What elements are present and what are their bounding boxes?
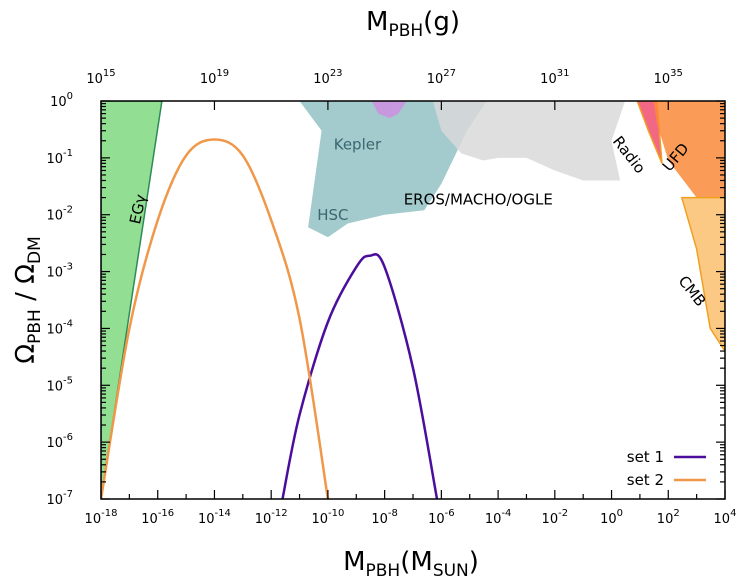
y-tick-label: 10-6 bbox=[46, 432, 73, 451]
x-title-open: ( bbox=[400, 547, 410, 577]
region-ufd bbox=[653, 101, 725, 198]
y-tick-label: 10-7 bbox=[46, 489, 73, 508]
y-title-sub1: PBH bbox=[25, 309, 45, 344]
x2-tick-label: 1023 bbox=[313, 68, 342, 87]
x2-title-base: M bbox=[366, 7, 388, 37]
region-label-kepler: Kepler bbox=[334, 136, 382, 154]
axis-tick-labels: 10-18 10-16 10-14 10-12 10-10 10-8 10-6 10-4 10-… bbox=[46, 68, 736, 527]
x2-axis-title: MPBH(g) bbox=[366, 7, 460, 41]
y-title-base1: Ω bbox=[11, 344, 41, 364]
region-label-hsc: HSC bbox=[317, 206, 348, 224]
x-title-unit-sub: SUN bbox=[433, 561, 469, 581]
region-label-eg: EGγ bbox=[126, 193, 150, 226]
series-line-set-1 bbox=[281, 253, 439, 499]
region-eros-macho-ogle bbox=[432, 101, 626, 181]
x-tick-label: 10-14 bbox=[198, 508, 231, 527]
y-title-base2: Ω bbox=[11, 264, 41, 284]
y-tick-label: 100 bbox=[50, 91, 73, 110]
x2-title-unit: (g) bbox=[423, 7, 460, 37]
region-kepler bbox=[371, 101, 407, 119]
y-tick-label: 10-4 bbox=[46, 318, 73, 337]
x2-title-sub: PBH bbox=[388, 21, 423, 41]
y-axis-title: ΩPBH / ΩDM bbox=[11, 236, 45, 364]
y-tick-label: 10-2 bbox=[46, 205, 73, 224]
x2-tick-label: 1015 bbox=[86, 68, 115, 87]
x-title-sub: PBH bbox=[366, 561, 401, 581]
x-tick-label: 10-16 bbox=[141, 508, 174, 527]
region-cmb bbox=[680, 196, 725, 353]
x-tick-label: 10-18 bbox=[85, 508, 118, 527]
data-series bbox=[101, 138, 439, 499]
x-title-close: ) bbox=[469, 547, 479, 577]
x-title-base: M bbox=[343, 547, 365, 577]
x-title-unit-base: M bbox=[410, 547, 432, 577]
series-line-set-2 bbox=[101, 138, 330, 499]
legend: set 1 set 2 bbox=[627, 448, 706, 489]
x-tick-label: 10-10 bbox=[311, 508, 344, 527]
x2-tick-label: 1035 bbox=[654, 68, 683, 87]
x2-tick-label: 1031 bbox=[540, 68, 569, 87]
x2-tick-label: 1019 bbox=[200, 68, 229, 87]
x-tick-label: 10-4 bbox=[485, 508, 512, 527]
legend-label-set2: set 2 bbox=[627, 471, 664, 489]
x-tick-label: 102 bbox=[657, 508, 680, 527]
y-tick-label: 10-3 bbox=[46, 262, 73, 281]
y-tick-label: 10-5 bbox=[46, 375, 73, 394]
region-hsc bbox=[299, 101, 487, 238]
axis-ticks bbox=[100, 100, 726, 500]
x-tick-label: 10-12 bbox=[255, 508, 288, 527]
y-tick-label: 10-1 bbox=[46, 148, 73, 167]
region-radio bbox=[636, 101, 663, 164]
x-tick-label: 10-6 bbox=[428, 508, 455, 527]
x-tick-label: 10-8 bbox=[371, 508, 398, 527]
x-tick-label: 100 bbox=[600, 508, 623, 527]
region-label-eros-macho-ogle: EROS/MACHO/OGLE bbox=[404, 191, 553, 209]
legend-label-set1: set 1 bbox=[627, 448, 664, 466]
x2-tick-label: 1027 bbox=[427, 68, 456, 87]
x-tick-label: 104 bbox=[714, 508, 737, 527]
y-title-sep: / bbox=[11, 284, 41, 309]
x-tick-label: 10-2 bbox=[542, 508, 569, 527]
y-title-sub2: DM bbox=[25, 236, 45, 264]
x-axis-title: MPBH(MSUN) bbox=[343, 547, 479, 581]
